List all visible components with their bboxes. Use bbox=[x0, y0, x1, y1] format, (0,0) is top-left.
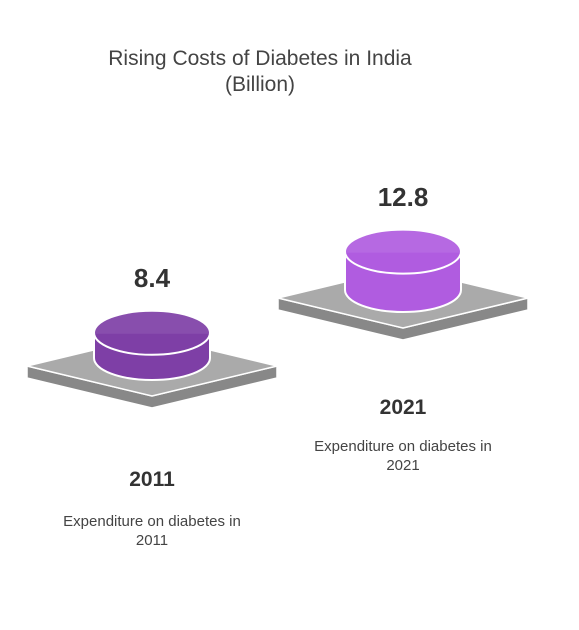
category-label: 2021 bbox=[379, 396, 427, 419]
description: Expenditure on diabetes in 2021 bbox=[314, 438, 492, 474]
description: Expenditure on diabetes in 2011 bbox=[63, 513, 241, 549]
cylinder bbox=[93, 309, 211, 381]
cylinder-top bbox=[344, 228, 462, 275]
cylinder bbox=[344, 228, 462, 313]
value-label: 12.8 bbox=[377, 181, 429, 212]
cylinder-top bbox=[93, 309, 211, 356]
chart-title: Rising Costs of Diabetes in India bbox=[108, 47, 412, 70]
title-block: Rising Costs of Diabetes in India (Billi… bbox=[40, 46, 480, 98]
value-label: 8.4 bbox=[133, 262, 171, 293]
chart-subtitle: (Billion) bbox=[224, 73, 295, 96]
category-label: 2011 bbox=[129, 468, 175, 491]
